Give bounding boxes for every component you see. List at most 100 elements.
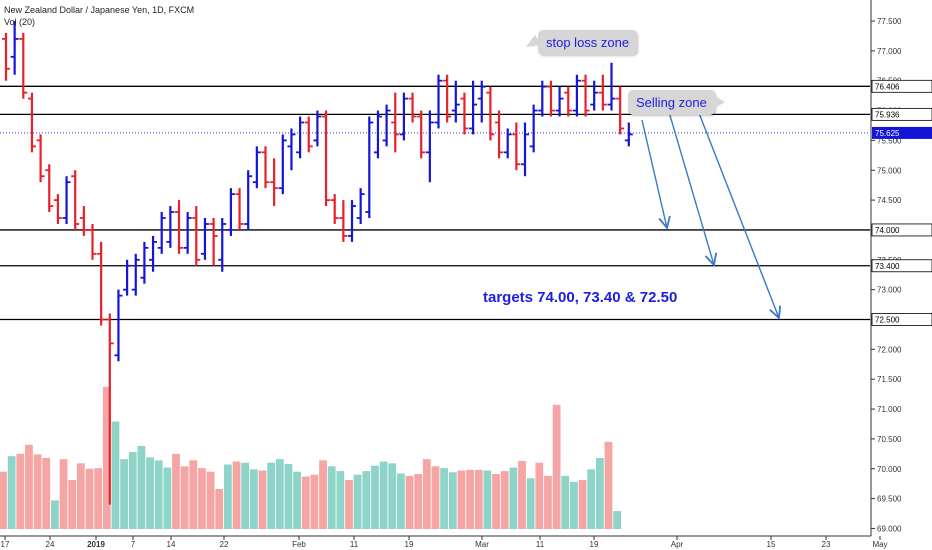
volume-bar — [241, 462, 250, 529]
volume-bar — [85, 468, 94, 529]
volume-bar — [76, 463, 85, 529]
level-label-box — [871, 223, 932, 237]
volume-bar — [604, 441, 613, 529]
x-tick-label: 23 — [822, 540, 831, 549]
volume-bar — [42, 457, 51, 529]
volume-bar — [544, 475, 552, 529]
y-tick-label: 71.000 — [877, 405, 902, 414]
x-tick-label: 19 — [590, 540, 599, 549]
volume-bar — [310, 474, 319, 529]
volume-bar — [7, 456, 16, 529]
volume-bar — [249, 469, 258, 529]
volume-bar — [552, 404, 561, 529]
volume-bar — [16, 453, 25, 529]
volume-bar — [578, 480, 587, 529]
y-tick-label: 71.500 — [877, 375, 902, 384]
volume-bar — [414, 474, 423, 529]
y-tick-label: 75.500 — [877, 136, 902, 145]
volume-bar — [215, 489, 224, 529]
level-label: 75.936 — [875, 110, 900, 119]
volume-bar — [275, 459, 284, 529]
volume-bar — [327, 466, 336, 529]
volume-bar — [570, 481, 578, 529]
volume-bar — [68, 480, 77, 529]
volume-bar — [258, 470, 267, 529]
selling-zone-callout: Selling zone — [628, 90, 725, 115]
volume-bar — [301, 476, 310, 529]
y-tick-label: 69.000 — [877, 524, 902, 533]
volume-bar — [267, 462, 276, 529]
level-label-box — [871, 313, 932, 326]
y-tick-label: 73.000 — [877, 286, 902, 295]
level-label: 74.000 — [875, 226, 900, 235]
x-tick-label: 7 — [131, 540, 136, 549]
x-tick-label: 15 — [767, 540, 776, 549]
volume-bar — [353, 474, 362, 529]
level-label-box — [871, 79, 932, 93]
volume-indicator-label: Vol (20) — [4, 17, 36, 27]
volume-bar — [388, 463, 397, 529]
level-label: 76.406 — [875, 82, 900, 91]
y-tick-label: 77.000 — [877, 47, 902, 56]
volume-bar — [397, 473, 405, 529]
x-tick-label: Feb — [292, 540, 306, 549]
volume-bar — [284, 463, 293, 529]
volume-bar — [448, 472, 457, 529]
last-price-box — [872, 126, 932, 139]
volume-bar — [172, 453, 180, 529]
level-label: 72.500 — [875, 316, 900, 325]
volume-bar — [102, 386, 111, 529]
volume-bar — [120, 459, 128, 529]
volume-bar — [146, 457, 154, 529]
volume-bar — [154, 460, 163, 529]
volume-bar — [128, 451, 137, 529]
y-tick-label: 69.500 — [877, 495, 902, 504]
volume-bar — [59, 459, 68, 529]
x-tick-label: 11 — [350, 540, 359, 549]
volume-bar — [345, 480, 353, 529]
volume-bar — [595, 457, 604, 529]
volume-bar — [371, 465, 379, 529]
targets-annotation: targets 74.00, 73.40 & 72.50 — [483, 289, 678, 306]
volume-bar — [33, 454, 42, 529]
volume-bar — [94, 468, 103, 529]
x-tick-label: Mar — [475, 540, 489, 549]
volume-bar — [405, 475, 414, 529]
y-tick-label: 75.000 — [877, 166, 902, 175]
volume-bar — [483, 470, 492, 529]
volume-bar — [336, 471, 345, 529]
volume-bar — [457, 470, 466, 529]
x-tick-label: Apr — [671, 540, 684, 549]
projection-arrow — [641, 119, 667, 228]
last-price-label: 75.625 — [875, 129, 900, 138]
volume-bar — [137, 446, 146, 529]
volume-bar — [509, 467, 518, 529]
x-tick-label: 11 — [536, 540, 545, 549]
volume-bar — [51, 500, 59, 529]
volume-bar — [163, 467, 172, 529]
volume-bar — [440, 468, 449, 529]
volume-bar — [224, 464, 232, 529]
volume-bar — [319, 460, 327, 529]
volume-bar — [379, 461, 388, 529]
volume-bar — [293, 471, 301, 529]
x-tick-label: 17 — [1, 540, 10, 549]
y-tick-label: 77.500 — [877, 17, 902, 26]
y-tick-label: 72.000 — [877, 345, 902, 354]
projection-arrow — [696, 107, 779, 318]
volume-bar — [587, 469, 596, 529]
level-label-box — [871, 259, 932, 273]
volume-bar — [500, 471, 509, 529]
x-tick-label: 14 — [167, 540, 176, 549]
volume-bar — [431, 466, 440, 529]
volume-bar — [198, 468, 206, 529]
chart-header: New Zealand Dollar / Japanese Yen, 1D, F… — [4, 4, 194, 28]
volume-bar — [492, 474, 500, 529]
volume-bar — [189, 460, 198, 529]
volume-bar — [613, 511, 622, 529]
x-tick-label: May — [872, 540, 887, 549]
volume-bar — [561, 475, 570, 529]
volume-bar — [535, 462, 544, 529]
volume-bar — [206, 471, 215, 529]
